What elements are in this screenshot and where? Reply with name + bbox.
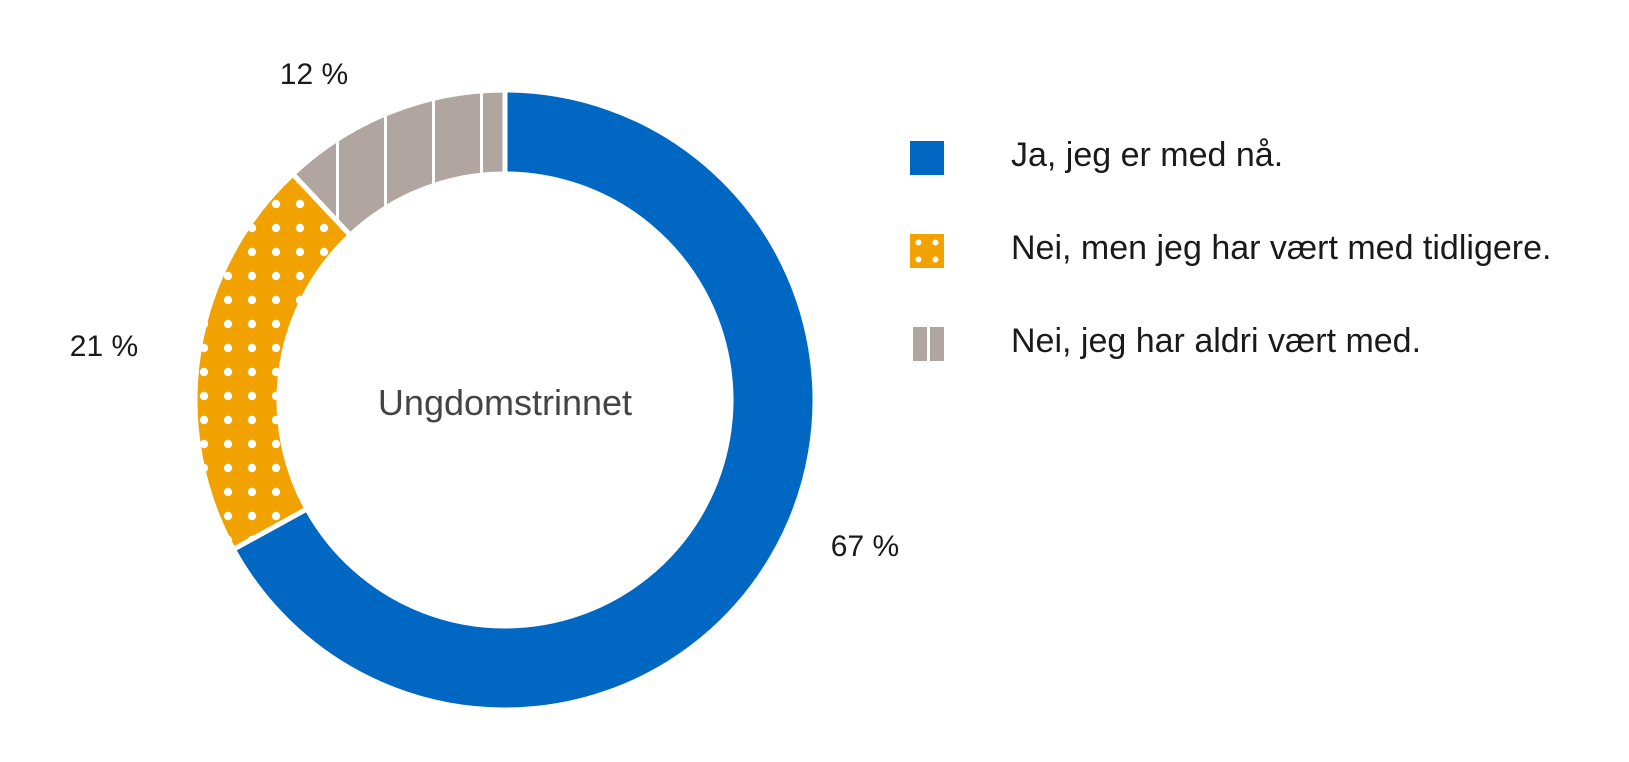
legend-label-aldri: Nei, jeg har aldri vært med. xyxy=(1011,322,1422,360)
slice-aldri xyxy=(289,87,508,239)
slice-tidligere xyxy=(192,170,354,553)
legend-swatch-aldri xyxy=(910,327,944,361)
slice-ja xyxy=(229,87,818,713)
value-label-aldri: 12 % xyxy=(280,58,348,91)
legend-label-ja: Ja, jeg er med nå. xyxy=(1011,136,1284,174)
value-label-tidligere: 21 % xyxy=(70,330,138,363)
legend-swatch-tidligere xyxy=(910,234,944,268)
center-label: Ungdomstrinnet xyxy=(378,382,632,423)
legend-label-tidligere: Nei, men jeg har vært med tidligere. xyxy=(1011,229,1552,267)
legend-swatch-ja xyxy=(910,141,944,175)
value-label-ja: 67 % xyxy=(831,530,899,563)
